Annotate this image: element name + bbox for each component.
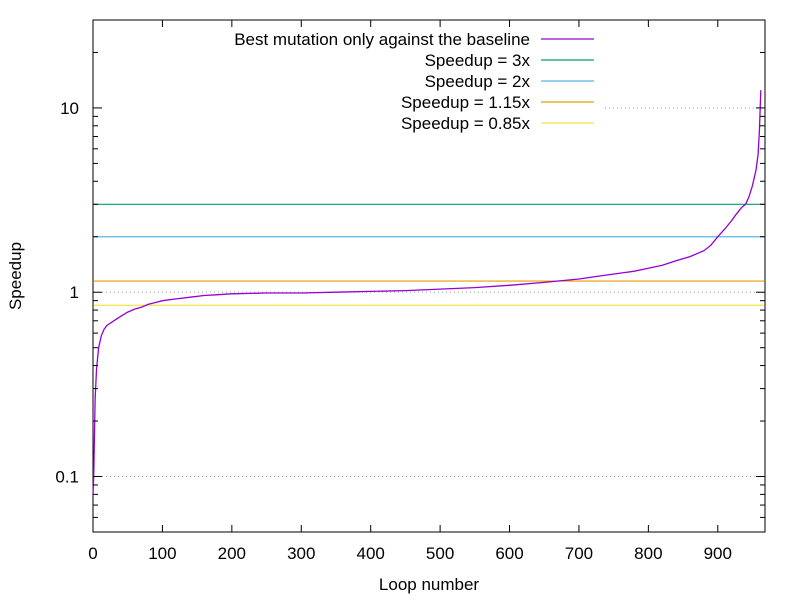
x-tick-label: 200: [218, 544, 246, 563]
plot-area-frame: [92, 19, 766, 533]
x-tick-label: 400: [356, 544, 384, 563]
reference-lines: [94, 203, 764, 306]
legend: Best mutation only against the baseline S…: [234, 30, 594, 133]
x-tick-label: 600: [495, 544, 523, 563]
x-tick-label: 0: [88, 544, 97, 563]
y-tick-label: 1: [70, 283, 79, 302]
series-group: [92, 90, 762, 495]
y-tick-label: 0.1: [55, 468, 79, 487]
x-tick-label: 900: [704, 544, 732, 563]
series-line: [92, 90, 762, 495]
x-tick-label: 100: [148, 544, 176, 563]
legend-label: Best mutation only against the baseline: [234, 30, 530, 49]
x-axis-label: Loop number: [379, 575, 480, 594]
y-tick-label: 10: [60, 99, 79, 118]
x-tick-label: 700: [565, 544, 593, 563]
legend-label: Speedup = 1.15x: [401, 93, 531, 112]
legend-label: Speedup = 2x: [425, 72, 531, 91]
legend-label: Speedup = 0.85x: [401, 114, 531, 133]
y-axis-ticks: 0.1 1 10: [55, 19, 765, 533]
grid-lines: [94, 107, 765, 478]
x-tick-label: 500: [426, 544, 454, 563]
x-tick-label: 800: [634, 544, 662, 563]
x-tick-label: 300: [287, 544, 315, 563]
y-axis-label: Speedup: [6, 242, 25, 310]
x-axis-ticks: 0 100 200 300 400 500 600 700 800 900: [88, 20, 732, 563]
legend-label: Speedup = 3x: [425, 51, 531, 70]
